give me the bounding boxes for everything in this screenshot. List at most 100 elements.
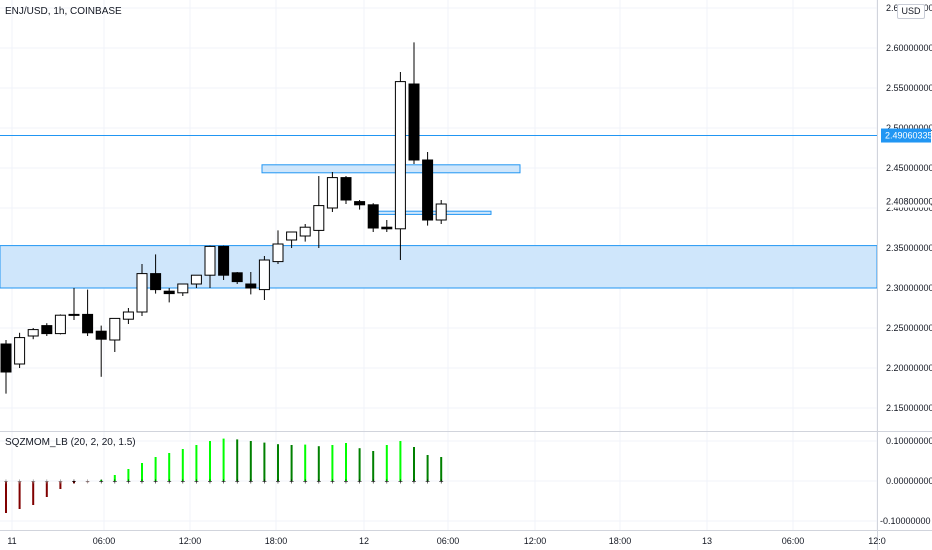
zero-cross-mark: + [72, 477, 77, 486]
candle-body [178, 284, 188, 293]
zone-rect [0, 246, 877, 288]
time-tick-label: 06:00 [93, 536, 116, 546]
candle-body [110, 318, 120, 340]
candle [436, 200, 446, 224]
price-tick-label: 2.35000000 [886, 243, 932, 253]
indicator-title[interactable]: SQZMOM_LB (20, 2, 20, 1.5) [5, 437, 136, 448]
zero-cross-mark: + [425, 477, 430, 486]
zero-cross-mark: + [153, 477, 158, 486]
price-tick-label: 2.60000000 [886, 43, 932, 53]
zero-cross-mark: + [208, 477, 213, 486]
candle-body [191, 275, 201, 284]
momentum-axis[interactable]: 0.10000000 0.00000000 -0.10000000 [880, 436, 932, 526]
zero-cross-mark: + [4, 477, 9, 486]
candle-body [42, 326, 52, 334]
candle [110, 318, 120, 352]
zero-cross-mark: + [112, 477, 117, 486]
candle [395, 72, 405, 260]
time-tick-label: 12 [359, 536, 369, 546]
price-tick-label: 2.15000000 [886, 403, 932, 413]
momentum-bar [413, 447, 415, 481]
candle [123, 308, 133, 324]
candle-body [409, 84, 419, 160]
time-axis[interactable]: 11 06:00 12:00 18:00 12 06:00 12:00 18:00 13 06:0… [7, 536, 885, 546]
candle-body [205, 246, 215, 275]
candle-body [96, 331, 106, 339]
zero-cross-mark: + [412, 477, 417, 486]
candle-body [341, 178, 351, 200]
candle [1, 340, 11, 394]
candle-body [395, 82, 405, 229]
momentum-tick-label: 0.00000000 [886, 476, 932, 486]
momentum-bar [209, 441, 211, 481]
candle [219, 246, 229, 280]
candle [15, 333, 25, 368]
candle [178, 284, 188, 296]
price-candles [1, 42, 446, 393]
price-tag: 2.49060335 [881, 129, 932, 143]
candle-body [314, 206, 324, 231]
momentum-bar [223, 439, 225, 481]
candle [42, 323, 52, 336]
candle [314, 176, 324, 248]
candle [273, 230, 283, 264]
zero-cross-mark: + [344, 477, 349, 486]
time-tick-label: 06:00 [437, 536, 460, 546]
zero-cross-mark: + [248, 477, 253, 486]
zero-cross-mark: + [167, 477, 172, 486]
zero-cross-mark: + [126, 477, 131, 486]
zero-cross-mark: + [58, 477, 63, 486]
momentum-bar [331, 445, 333, 481]
zero-cross-mark: + [289, 477, 294, 486]
price-tick-label: 2.25000000 [886, 323, 932, 333]
candle-body [69, 314, 79, 315]
candle [409, 42, 419, 164]
candle [327, 172, 337, 212]
zero-cross-mark: + [330, 477, 335, 486]
candle [96, 326, 106, 377]
candle-body [164, 291, 174, 293]
zero-cross-mark: + [262, 477, 267, 486]
support-resistance-zones [0, 165, 877, 288]
candle-body [287, 232, 297, 240]
zero-cross-mark: + [398, 477, 403, 486]
candle-body [259, 260, 269, 290]
zero-cross-mark: + [17, 477, 22, 486]
price-tick-label: 2.30000000 [886, 283, 932, 293]
candle-body [137, 274, 147, 312]
zero-cross-mark: + [303, 477, 308, 486]
time-tick-label: 06:00 [782, 536, 805, 546]
candle [423, 152, 433, 226]
zero-cross-mark: + [221, 477, 226, 486]
price-tag-label: 2.49060335 [885, 131, 932, 141]
candle [341, 176, 351, 204]
momentum-bar [318, 446, 320, 481]
time-tick-label: 11 [7, 536, 16, 546]
momentum-histogram: + + + + + + + + + + + + + + + + + + + + + + + + + + + + + + + + + [4, 439, 444, 513]
price-axis[interactable]: 2.650000002.600000002.550000002.50000000… [886, 3, 932, 413]
candle-body [1, 344, 11, 372]
momentum-bar [263, 443, 265, 481]
price-tick-label: 2.45000000 [886, 163, 932, 173]
momentum-bar [250, 441, 252, 481]
candle-body [382, 227, 392, 229]
zero-cross-mark: + [180, 477, 185, 486]
price-tick-label: 2.55000000 [886, 83, 932, 93]
zero-cross-mark: + [316, 477, 321, 486]
momentum-bar [386, 445, 388, 481]
symbol-title[interactable]: ENJ/USD, 1h, COINBASE [5, 6, 122, 17]
candle-body [436, 204, 446, 220]
momentum-bar [277, 444, 279, 481]
currency-badge[interactable]: USD [897, 4, 925, 19]
zero-cross-mark: + [194, 477, 199, 486]
candle-body [300, 227, 310, 236]
time-tick-label: 13 [702, 536, 712, 546]
momentum-bar [236, 439, 238, 481]
zero-cross-mark: + [31, 477, 36, 486]
candle-body [355, 202, 365, 205]
candle-body [423, 160, 433, 220]
candle [300, 224, 310, 242]
zero-cross-mark: + [384, 477, 389, 486]
zero-cross-mark: + [371, 477, 376, 486]
